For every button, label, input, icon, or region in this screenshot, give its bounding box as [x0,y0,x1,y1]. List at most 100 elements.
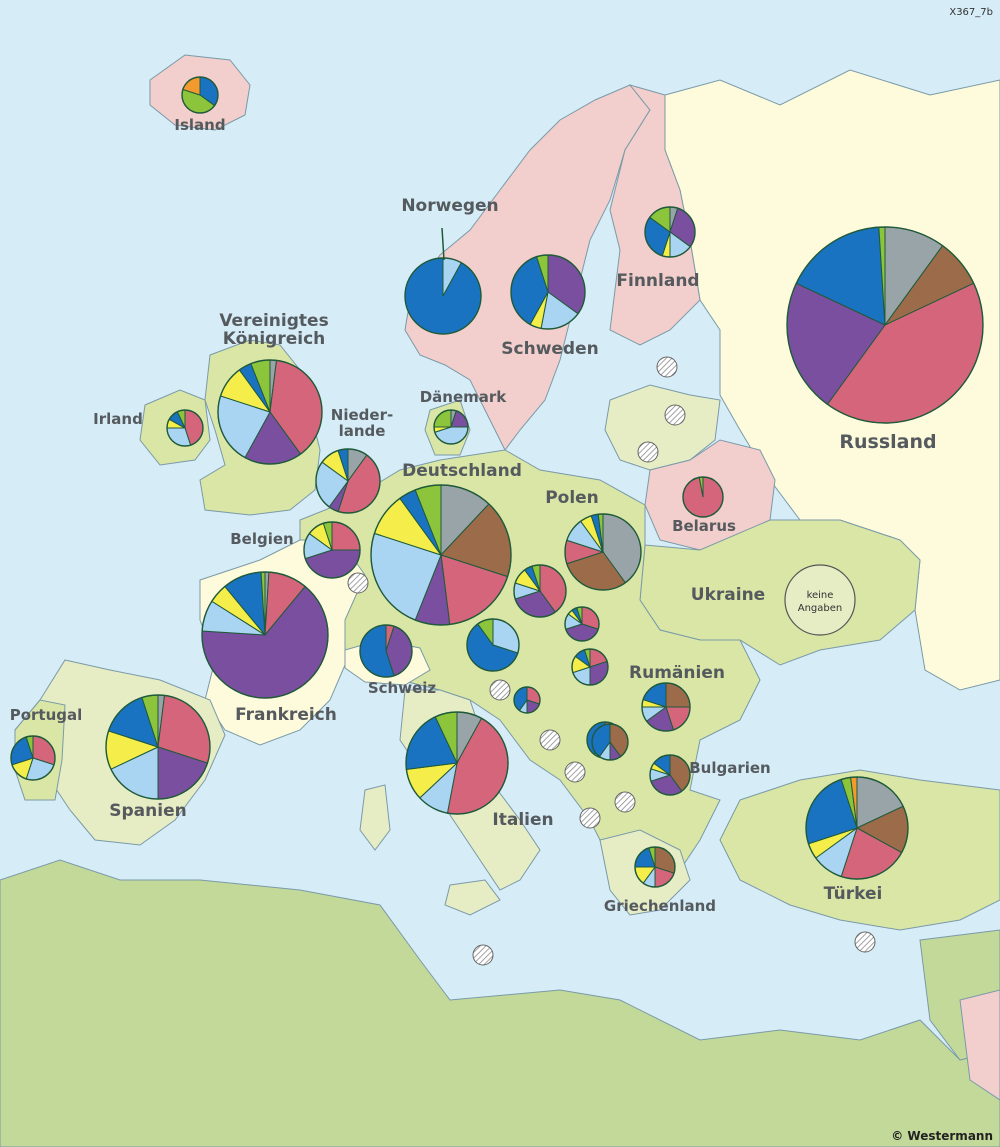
portugal-pie [10,735,56,781]
copyright: © Westermann [891,1129,993,1143]
label-finnland: Finnland [616,271,699,291]
deutschland-pie [370,484,512,626]
hatched-marker [664,404,686,426]
belarus-pie [682,476,724,518]
label-bulgarien: Bulgarien [689,759,771,777]
irland-pie [166,409,204,447]
no-data-label: keine Angaben [798,590,843,614]
label-frankreich: Frankreich [235,705,337,725]
hatched-marker [614,791,636,813]
italien-outline [405,711,509,815]
belgien-pie [303,521,361,579]
label-russland: Russland [839,431,936,453]
minor-country-pie [571,648,609,686]
label-polen: Polen [545,488,599,508]
italien-pie [405,711,509,815]
russland-outline [786,226,984,424]
hatched-marker [489,679,511,701]
frankreich-outline [201,571,329,699]
label-belgien: Belgien [230,530,293,548]
deutschland-outline [370,484,512,626]
norwegen-pie [404,257,482,335]
türkei-pie [805,776,909,880]
dänemark-outline [433,409,469,445]
label-belarus: Belarus [672,517,736,535]
minor-country-pie [591,723,629,761]
irland-outline [166,409,204,447]
island-outline [181,76,219,114]
label-vereinigtes-königreich: Vereinigtes Königreich [219,311,328,349]
label-rumänien: Rumänien [629,663,725,683]
hatched-marker [564,761,586,783]
belarus-outline [682,476,724,518]
finnland-pie [644,206,696,258]
island-pie [181,76,219,114]
no-data-markers [347,356,876,966]
vereinigtes-königreich-pie [217,359,323,465]
label-italien: Italien [492,810,553,830]
pie-charts [10,76,984,888]
minor-country-pie [513,564,567,618]
finnland-outline [644,206,696,258]
niederlande-pie [315,448,381,514]
vereinigtes-königreich-outline [217,359,323,465]
no-data-circle [784,564,856,636]
spanien-outline [105,694,211,800]
bulgarien-pie [649,754,691,796]
baltics [604,384,721,471]
label-irland: Irland [93,410,143,428]
schweden-outline [510,254,586,330]
hatched-marker [854,931,876,953]
niederlande-outline [315,448,381,514]
griechenland-pie [634,846,676,888]
label-schweiz: Schweiz [368,679,437,697]
sinai-pink [959,989,1000,1101]
schweiz-outline [359,624,413,678]
bulgarien-outline [649,754,691,796]
label-deutschland: Deutschland [402,461,522,481]
dänemark-pie [433,409,469,445]
minor-country-outline [591,723,629,761]
polen-outline [564,513,642,591]
label-griechenland: Griechenland [604,897,716,915]
label-spanien: Spanien [109,801,186,821]
minor-country-outline [564,606,600,642]
russland-pie [786,226,984,424]
hatched-marker [347,572,369,594]
sicily [444,879,501,916]
belgien-outline [303,521,361,579]
hatched-marker [579,807,601,829]
minor-country-outline [571,648,609,686]
portugal-outline [10,735,56,781]
minor-country-pie [466,618,520,672]
minor-country-outline [466,618,520,672]
rumänien-outline [641,682,691,732]
label-niederlande: Nieder-lande [331,406,393,440]
türkei-outline [805,776,909,880]
minor-country-outline [513,686,541,714]
norwegen-leader-line [441,227,445,261]
minor-country-outline [513,564,567,618]
spanien-pie [105,694,211,800]
sardinia [359,784,391,851]
label-ukraine: Ukraine [691,585,765,605]
rumänien-pie [641,682,691,732]
frankreich-pie [201,571,329,699]
minor-country-pie [513,686,541,714]
minor-country-pie [564,606,600,642]
label-island: Island [174,116,225,134]
norwegen-outline [404,257,482,335]
label-türkei: Türkei [824,884,883,904]
hatched-marker [472,944,494,966]
north-africa [0,859,1000,1147]
label-norwegen: Norwegen [401,196,498,216]
map-code: X367_7b [949,7,993,18]
country-labels: Island Norwegen Schweden Finnland Russland Ve… [10,116,937,915]
schweden-pie [510,254,586,330]
hatched-marker [637,441,659,463]
hatched-marker [539,729,561,751]
griechenland-outline [634,846,676,888]
hatched-marker [656,356,678,378]
label-dänemark: Dänemark [420,388,508,406]
